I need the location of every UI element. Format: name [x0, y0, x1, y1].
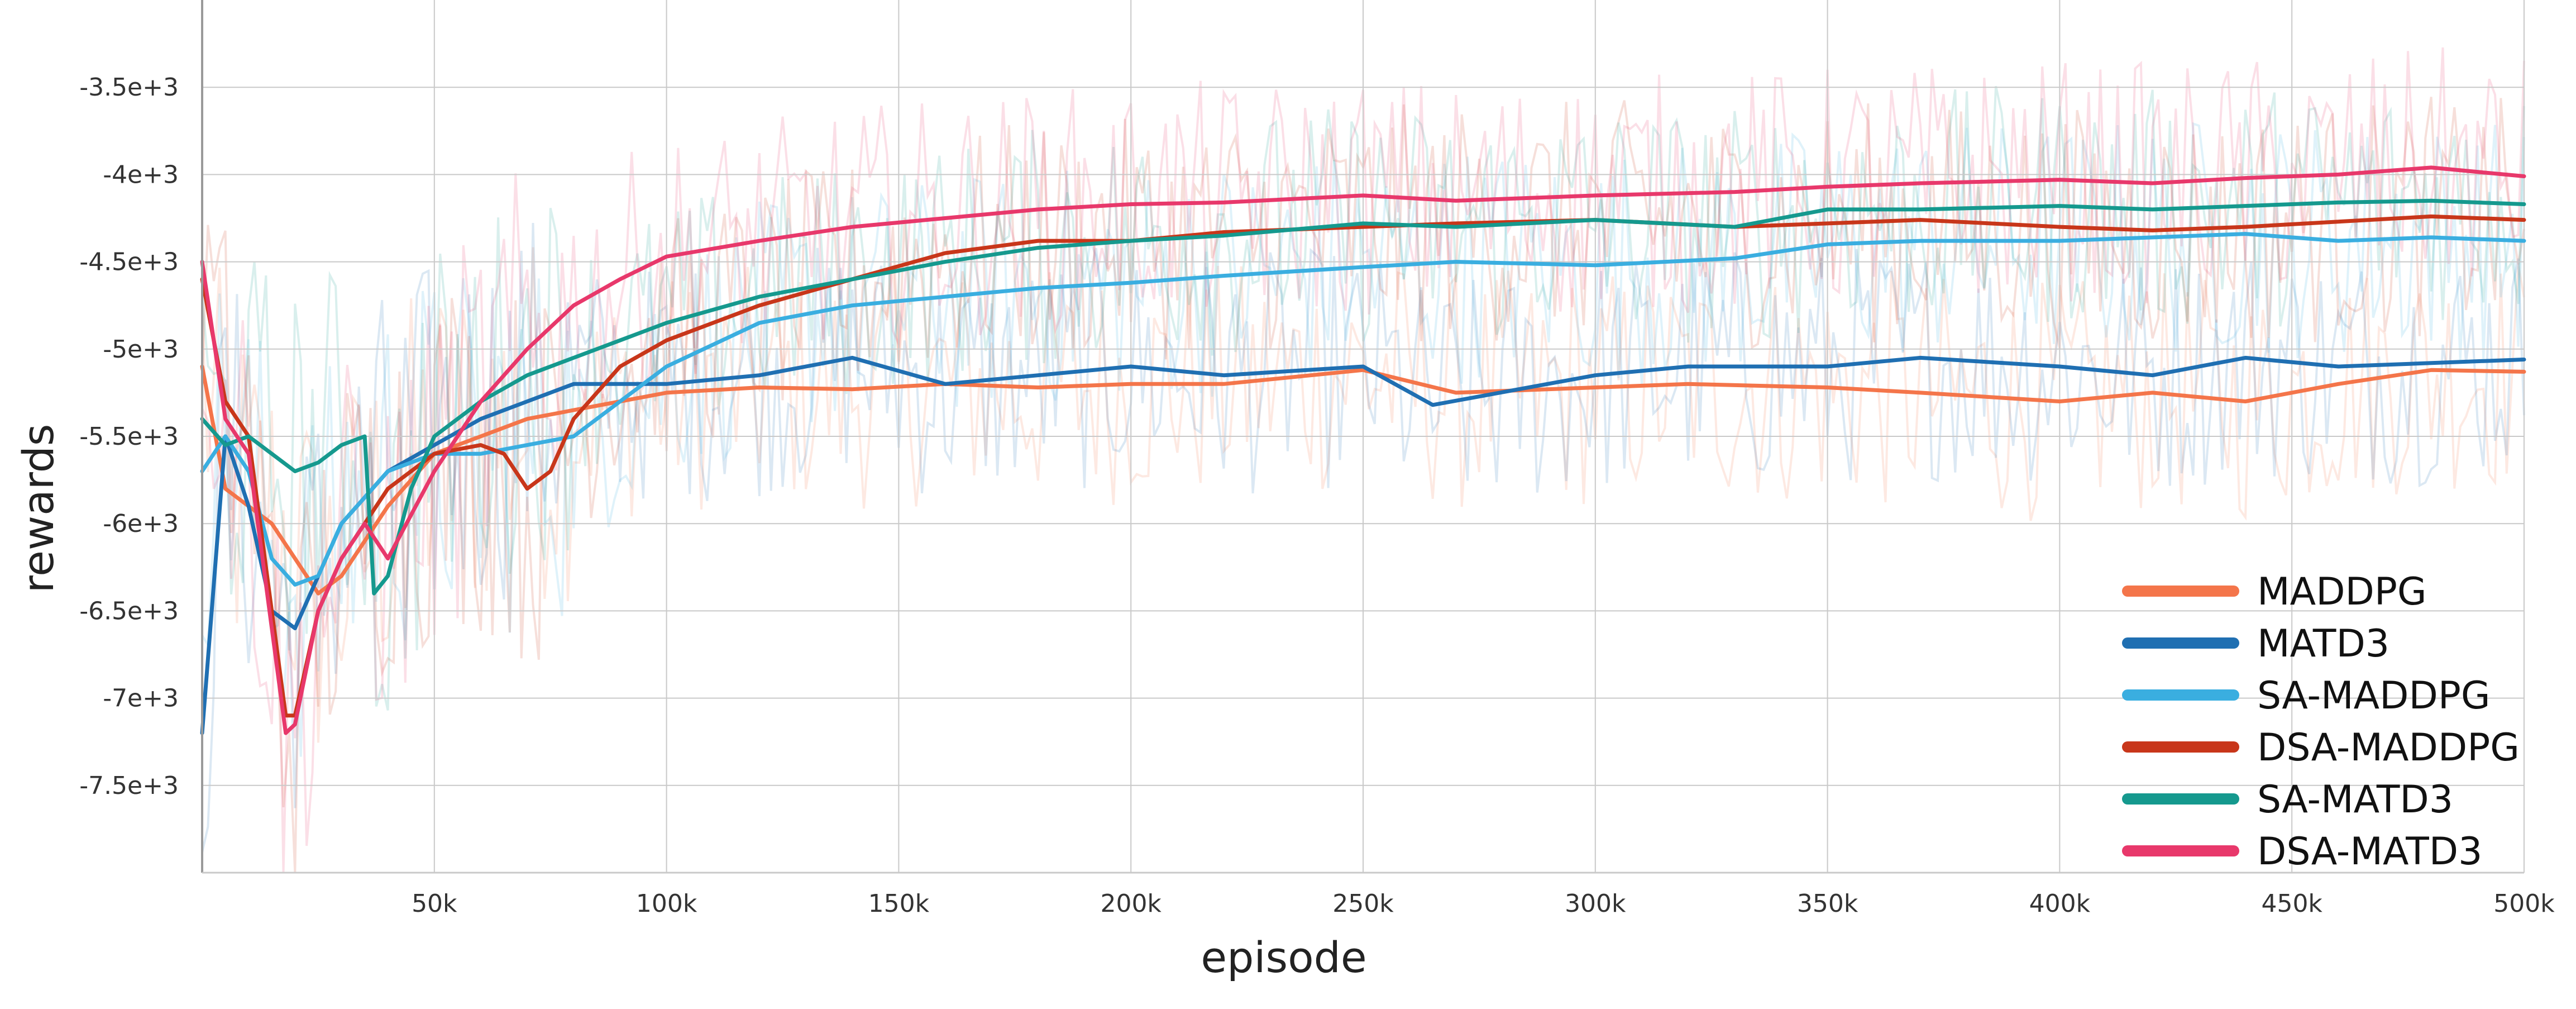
y-tick-label: -5e+3 — [103, 335, 179, 364]
x-tick-label: 250k — [1332, 889, 1394, 918]
x-axis-title: episode — [1201, 932, 1366, 982]
y-tick-label: -4.5e+3 — [79, 248, 179, 277]
smoothed-lines — [200, 165, 2526, 735]
x-tick-label: 350k — [1797, 889, 1858, 918]
legend-label-maddpg: MADDPG — [2257, 570, 2427, 614]
series-line-maddpg — [200, 364, 2526, 596]
y-tick-label: -3.5e+3 — [79, 73, 179, 102]
y-tick-label: -5.5e+3 — [79, 422, 179, 451]
legend-label-dsa-matd3: DSA-MATD3 — [2257, 830, 2482, 874]
y-axis-title: rewards — [13, 424, 63, 593]
x-tick-label: 150k — [868, 889, 930, 918]
grid — [202, 0, 2525, 873]
x-tick-label: 400k — [2029, 889, 2091, 918]
legend: MADDPG MATD3 SA-MADDPG DSA-MADDPG SA-MATD3 DS… — [2122, 570, 2520, 874]
tick-labels: 50k 100k 150k 200k 250k 300k 350k 400k 450k 500k -… — [79, 73, 2555, 918]
y-tick-label: -4e+3 — [103, 160, 179, 189]
legend-label-matd3: MATD3 — [2257, 622, 2389, 666]
axes — [201, 0, 2524, 874]
x-tick-label: 450k — [2261, 889, 2322, 918]
legend-label-sa-maddpg: SA-MADDPG — [2257, 674, 2491, 718]
y-tick-label: -7.5e+3 — [79, 772, 179, 800]
y-tick-label: -6e+3 — [103, 510, 179, 538]
series-line-sa-matd3 — [200, 198, 2526, 596]
x-tick-label: 300k — [1565, 889, 1626, 918]
series-line-sa-maddpg — [200, 232, 2526, 587]
x-tick-label: 200k — [1100, 889, 1162, 918]
x-tick-label: 100k — [636, 889, 697, 918]
legend-label-dsa-maddpg: DSA-MADDPG — [2257, 726, 2520, 770]
x-tick-label: 500k — [2493, 889, 2555, 918]
y-tick-label: -7e+3 — [103, 684, 179, 713]
legend-label-sa-matd3: SA-MATD3 — [2257, 778, 2453, 822]
y-tick-label: -6.5e+3 — [79, 597, 179, 625]
series-line-dsa-matd3 — [200, 165, 2526, 735]
x-tick-label: 50k — [412, 889, 457, 918]
